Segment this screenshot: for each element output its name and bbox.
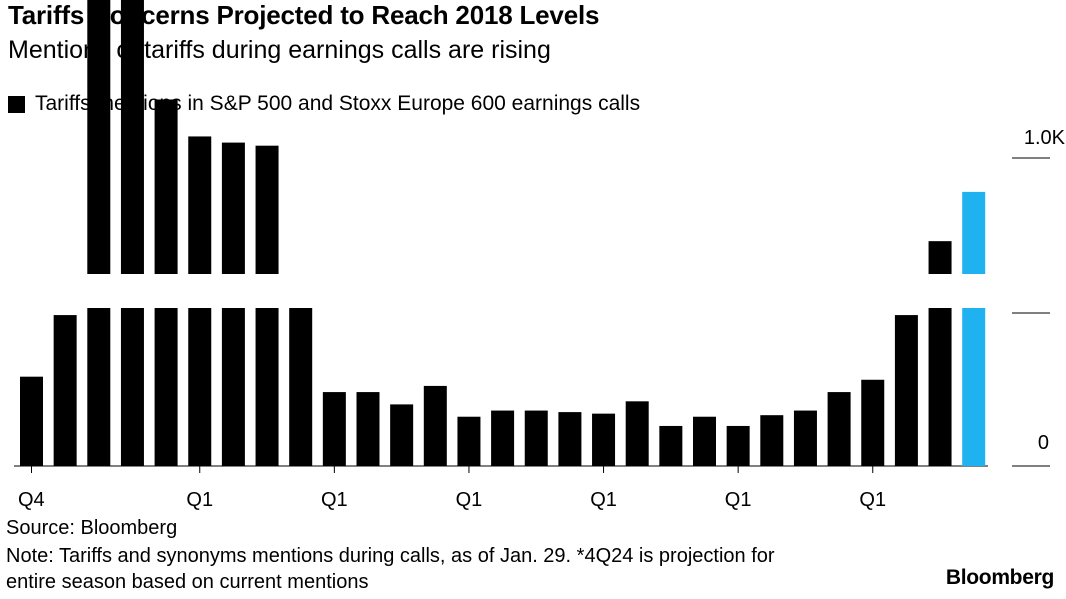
bar (726, 425, 750, 466)
axis-break-gap (0, 274, 1000, 308)
bar (120, 0, 144, 466)
x-tick-label: Q1 (456, 489, 483, 511)
bloomberg-logo: Bloomberg (945, 566, 1054, 589)
bar (760, 415, 784, 466)
x-tick-label: Q1 (725, 489, 752, 511)
bar-projected (962, 191, 986, 466)
bar-chart: 1.0K 0 Q4 Q1 Q1 Q1 Q1 Q1 Q1 (0, 0, 1066, 511)
bar (390, 404, 414, 466)
bar (53, 315, 77, 466)
bar (457, 416, 481, 466)
bar (592, 413, 616, 466)
y-tick-label: 1.0K (1024, 127, 1066, 149)
bar (87, 0, 111, 466)
bar (289, 278, 313, 466)
legend-label: Tariffs mentions in S&P 500 and Stoxx Eu… (35, 92, 641, 115)
bar (693, 416, 716, 466)
bar (322, 392, 346, 466)
bar (625, 401, 649, 466)
y-tick-label: 0 (1038, 432, 1049, 454)
bar (659, 425, 683, 466)
x-tick-label: Q4 (18, 489, 45, 511)
x-tick-label: Q1 (321, 489, 348, 511)
bar (793, 410, 817, 466)
source-note: Source: Bloomberg (6, 517, 178, 539)
bar (491, 410, 515, 466)
bar (524, 410, 548, 466)
footnote: Note: Tariffs and synonyms mentions duri… (6, 545, 775, 593)
bar (894, 315, 918, 466)
bar (20, 376, 43, 466)
bar (423, 385, 447, 466)
legend-swatch (8, 95, 25, 113)
x-tick-label: Q1 (590, 489, 617, 511)
bar (558, 412, 582, 466)
bar (861, 379, 885, 466)
bar (356, 392, 380, 466)
x-tick-label: Q1 (186, 489, 213, 511)
bar (827, 392, 851, 466)
x-tick-label: Q1 (859, 489, 886, 511)
legend: Tariffs mentions in S&P 500 and Stoxx Eu… (8, 92, 640, 116)
